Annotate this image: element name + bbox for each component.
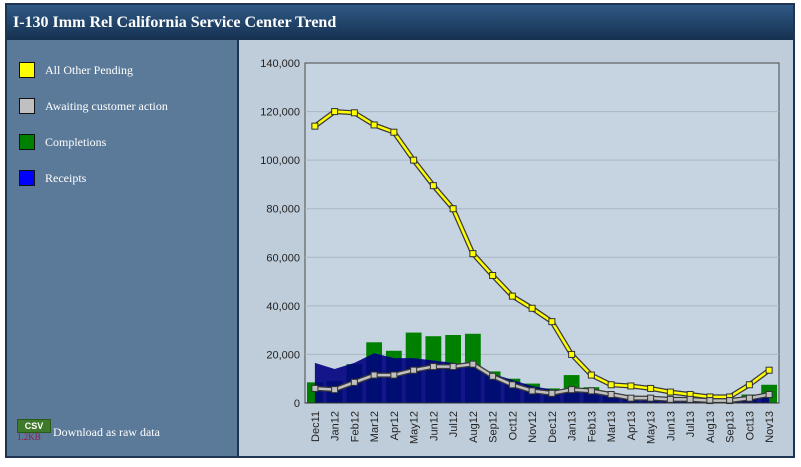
x-tick-label: Jul13: [685, 411, 697, 437]
all-other-pending-point: [410, 156, 418, 164]
awaiting-customer-action-point: [469, 360, 477, 368]
y-tick-label: 100,000: [260, 155, 300, 167]
all-other-pending-point: [587, 371, 595, 379]
all-other-pending-point: [449, 205, 457, 213]
all-other-pending-point: [429, 182, 437, 190]
awaiting-customer-action-point: [765, 391, 773, 398]
legend-label: Receipts: [45, 171, 87, 185]
all-other-pending-point: [568, 350, 576, 358]
all-other-pending-point: [607, 381, 615, 389]
y-tick-label: 80,000: [266, 204, 300, 216]
legend-label: Awaiting customer action: [45, 99, 168, 113]
all-other-pending-point: [666, 388, 674, 396]
all-other-pending-point: [390, 128, 398, 136]
awaiting-customer-action-point: [647, 394, 655, 402]
chart-panel: 0 20,000 40,000 60,000 80,000 100,000 120,000 1…: [239, 40, 793, 456]
awaiting-customer-action-point: [726, 397, 734, 405]
awaiting-customer-action-point: [607, 391, 615, 398]
all-other-pending-point: [745, 381, 753, 389]
all-other-pending-point: [469, 250, 477, 258]
awaiting-customer-action-point: [528, 387, 536, 395]
awaiting-customer-action-point: [429, 363, 437, 371]
awaiting-customer-action-point: [548, 389, 556, 397]
y-tick-label: 0: [294, 398, 300, 410]
all-other-pending-point: [331, 108, 339, 116]
awaiting-customer-action-point: [390, 371, 398, 379]
x-tick-label: Mar13: [606, 411, 618, 442]
all-other-pending-point: [311, 122, 319, 130]
page-title: I-130 Imm Rel California Service Center …: [7, 5, 793, 40]
legend-swatch-gray: [19, 98, 35, 114]
awaiting-customer-action-point: [587, 387, 595, 395]
legend-label: All Other Pending: [45, 63, 133, 77]
all-other-pending-point: [508, 292, 516, 300]
x-tick-label: Nov12: [527, 411, 539, 443]
trend-chart: 0 20,000 40,000 60,000 80,000 100,000 120,000 1…: [260, 58, 780, 444]
awaiting-customer-action-point: [331, 386, 339, 394]
legend-sidebar: All Other Pending Awaiting customer acti…: [7, 40, 239, 456]
x-tick-label: Jul12: [448, 411, 460, 437]
legend-swatch-yellow: [19, 62, 35, 78]
x-tick-label: May12: [409, 411, 421, 444]
csv-icon[interactable]: CSV: [17, 419, 51, 433]
awaiting-customer-action-point: [627, 394, 635, 402]
awaiting-customer-action-point: [706, 397, 714, 405]
all-other-pending-point: [489, 272, 497, 279]
legend-swatch-blue: [19, 170, 35, 186]
x-tick-label: Oct13: [744, 411, 756, 440]
x-tick-label: Nov13: [764, 411, 776, 443]
x-tick-label: Sep12: [488, 411, 500, 443]
x-tick-label: Apr12: [389, 411, 401, 440]
x-tick-label: Aug13: [705, 411, 717, 443]
awaiting-customer-action-point: [350, 378, 358, 386]
x-tick-label: Oct12: [507, 411, 519, 440]
csv-file-size: 1.2KB: [17, 432, 41, 442]
download-raw-data-link[interactable]: Download as raw data: [53, 425, 160, 439]
x-tick-label: Sep13: [725, 411, 737, 443]
legend-swatch-green: [19, 134, 35, 150]
all-other-pending-point: [548, 318, 556, 326]
x-tick-label: Feb13: [586, 411, 598, 442]
all-other-pending-point: [528, 304, 536, 312]
x-tick-label: Aug12: [468, 411, 480, 443]
y-tick-label: 20,000: [266, 349, 300, 361]
awaiting-customer-action-point: [745, 394, 753, 402]
x-tick-label: Mar12: [369, 411, 381, 442]
x-tick-label: Jan12: [330, 411, 342, 441]
awaiting-customer-action-point: [410, 366, 418, 374]
all-other-pending-point: [627, 382, 635, 390]
x-tick-label: Apr13: [626, 411, 638, 440]
x-tick-label: May13: [646, 411, 658, 444]
awaiting-customer-action-point: [449, 363, 457, 371]
awaiting-customer-action-point: [489, 372, 497, 380]
awaiting-customer-action-point: [311, 384, 319, 392]
legend-label: Completions: [45, 135, 107, 149]
all-other-pending-point: [765, 366, 773, 374]
x-tick-label: Jun13: [665, 411, 677, 441]
x-tick-label: Jun12: [428, 411, 440, 441]
y-tick-label: 140,000: [260, 58, 300, 70]
awaiting-customer-action-point: [370, 371, 378, 379]
x-tick-label: Feb12: [349, 411, 361, 442]
y-tick-label: 120,000: [260, 107, 300, 119]
x-tick-label: Dec11: [310, 411, 322, 442]
y-tick-label: 60,000: [266, 252, 300, 264]
awaiting-customer-action-point: [666, 395, 674, 403]
awaiting-customer-action-point: [568, 386, 576, 394]
awaiting-customer-action-point: [508, 381, 516, 389]
awaiting-customer-action-point: [686, 395, 694, 403]
report-frame: I-130 Imm Rel California Service Center …: [5, 3, 795, 458]
all-other-pending-point: [647, 384, 655, 392]
all-other-pending-point: [350, 109, 358, 117]
x-tick-label: Jan13: [567, 411, 579, 441]
x-tick-label: Dec12: [547, 411, 559, 443]
y-tick-label: 40,000: [266, 301, 300, 313]
all-other-pending-point: [370, 121, 378, 129]
